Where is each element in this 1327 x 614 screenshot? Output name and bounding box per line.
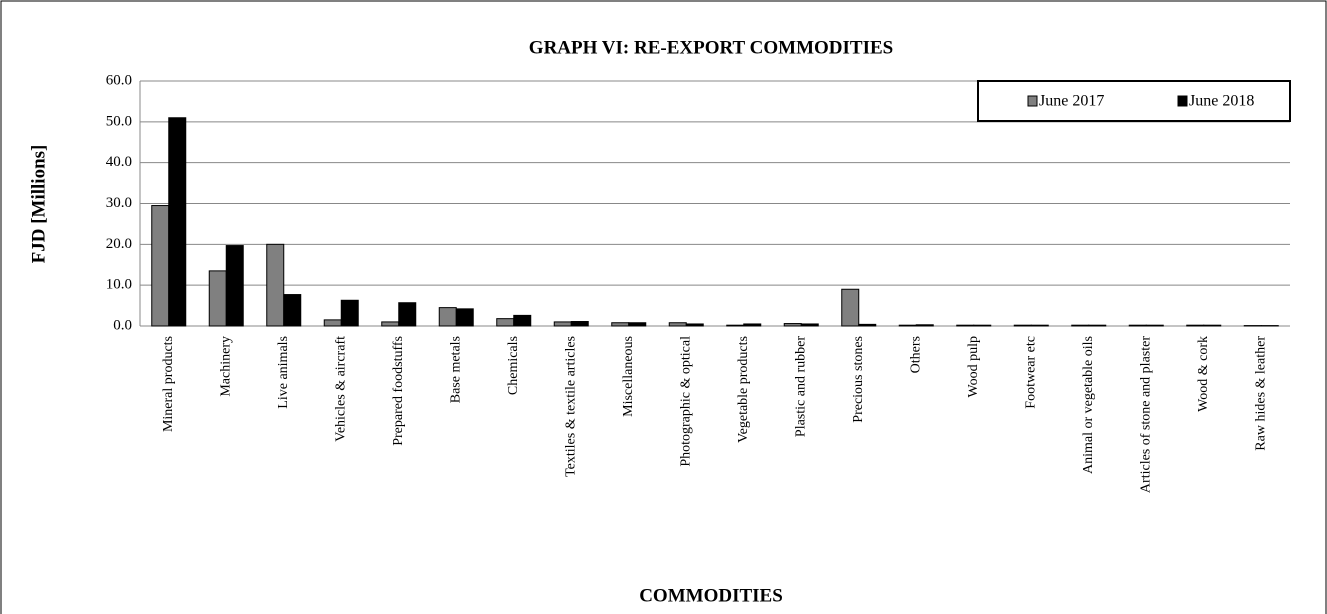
bar <box>1203 324 1222 327</box>
bar <box>956 324 975 327</box>
x-tick-label: Footwear etc <box>1023 336 1038 409</box>
y-tick-label: 50.0 <box>106 113 132 129</box>
x-tick-label: Wood pulp <box>966 336 981 397</box>
bar <box>570 321 589 327</box>
x-tick-label: Base metals <box>448 336 463 403</box>
bar <box>398 302 417 327</box>
legend-label: June 2018 <box>1189 93 1254 110</box>
bar <box>898 324 917 327</box>
bar <box>1128 324 1147 327</box>
x-tick-label: Miscellaneous <box>621 336 636 417</box>
bar <box>438 307 457 327</box>
y-tick-label: 40.0 <box>106 154 132 170</box>
x-tick-label: Prepared foodstuffs <box>391 336 406 446</box>
y-tick-label: 10.0 <box>106 277 132 293</box>
legend-swatch <box>1177 95 1188 107</box>
bar <box>726 324 745 327</box>
bar <box>1088 324 1107 327</box>
y-tick-label: 30.0 <box>106 195 132 211</box>
bar <box>1145 324 1164 327</box>
bar <box>381 321 400 327</box>
x-tick-label: Textiles & textile articles <box>563 336 578 477</box>
x-tick-label: Precious stones <box>851 336 866 423</box>
bar <box>283 294 302 327</box>
bar <box>685 323 704 327</box>
x-tick-label: Mineral products <box>161 336 176 432</box>
bar <box>225 245 244 327</box>
bar <box>1071 324 1090 327</box>
x-tick-label: Chemicals <box>506 336 521 395</box>
x-tick-label: Machinery <box>218 336 233 397</box>
bar <box>1186 324 1205 327</box>
x-tick-label: Wood & cork <box>1196 336 1211 412</box>
y-tick-label: 0.0 <box>113 317 132 333</box>
legend-label: June 2017 <box>1039 93 1104 110</box>
bar <box>1030 324 1049 327</box>
bar <box>340 299 359 327</box>
bar <box>611 322 630 327</box>
bar <box>266 243 285 327</box>
bar <box>455 308 474 327</box>
bar <box>858 323 877 327</box>
x-axis-label: COMMODITIES <box>639 585 783 606</box>
bar <box>800 323 819 327</box>
x-tick-label: Live animals <box>276 336 291 409</box>
bar <box>513 314 532 327</box>
x-tick-label: Plastic and rubber <box>793 336 808 437</box>
bar <box>151 205 170 327</box>
chart-title: GRAPH VI: RE-EXPORT COMMODITIES <box>529 37 893 58</box>
bar <box>783 323 802 327</box>
legend-box <box>977 80 1291 122</box>
y-tick-label: 60.0 <box>106 72 132 88</box>
bar <box>168 117 187 327</box>
bar <box>1013 324 1032 327</box>
bar <box>668 322 687 327</box>
bar <box>323 319 342 327</box>
x-tick-label: Raw hides & leather <box>1253 336 1268 451</box>
x-tick-label: Vehicles & aircraft <box>333 336 348 442</box>
bar <box>973 324 992 327</box>
bar <box>841 288 860 327</box>
x-tick-label: Photographic & optical <box>678 336 693 467</box>
y-axis-label: FJD [Millions] <box>28 145 49 264</box>
bar <box>553 321 572 327</box>
bar <box>743 323 762 327</box>
x-tick-label: Vegetable products <box>736 336 751 443</box>
bar <box>208 270 227 327</box>
bar <box>496 318 515 327</box>
x-tick-label: Articles of stone and plaster <box>1138 336 1153 493</box>
x-tick-label: Others <box>908 336 923 373</box>
x-tick-label: Animal or vegetable oils <box>1081 336 1096 474</box>
bar <box>628 322 647 327</box>
bar <box>915 324 934 327</box>
y-tick-label: 20.0 <box>106 236 132 252</box>
legend-swatch <box>1027 95 1038 107</box>
